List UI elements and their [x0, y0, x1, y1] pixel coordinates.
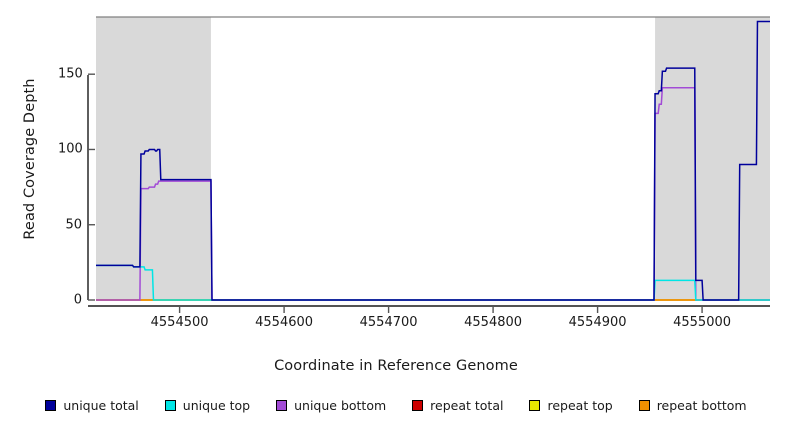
- y-tick-label-100: 100: [58, 141, 83, 157]
- legend-swatch-icon: [529, 400, 541, 411]
- legend-swatch-icon: [45, 400, 57, 411]
- x-tick-label-4554700: 4554700: [359, 315, 418, 330]
- legend-item: unique bottom: [276, 398, 386, 413]
- y-tick-label-0: 0: [73, 292, 82, 308]
- legend-swatch-icon: [164, 400, 176, 411]
- shaded-region-1: [655, 17, 770, 300]
- legend-item: repeat bottom: [638, 398, 747, 413]
- legend-item: unique top: [164, 398, 251, 413]
- legend-item-label: repeat bottom: [656, 398, 747, 413]
- y-tick-label-wrap-50: 50: [58, 217, 82, 232]
- x-tick-label-4554800: 4554800: [464, 315, 523, 330]
- legend-item-label: unique top: [182, 398, 251, 413]
- legend-swatch-icon: [412, 400, 424, 411]
- x-tick-label-4554500: 4554500: [150, 315, 209, 330]
- legend-swatch-icon: [638, 400, 650, 411]
- y-tick-label-150: 150: [58, 66, 83, 82]
- legend-item-label: unique total: [63, 398, 139, 413]
- chart-legend: unique total unique top unique bottom repea…: [0, 398, 792, 413]
- legend-item: repeat total: [412, 398, 503, 413]
- y-tick-label-50: 50: [65, 217, 82, 233]
- legend-item-label: repeat total: [430, 398, 504, 413]
- legend-item-label: unique bottom: [294, 398, 387, 413]
- legend-item: repeat top: [529, 398, 613, 413]
- y-tick-label-wrap-150: 150: [58, 66, 83, 82]
- y-tick-label-wrap-0: 0: [58, 293, 82, 308]
- y-axis-title: Read Coverage Depth: [22, 77, 38, 240]
- legend-swatch-icon: [276, 400, 288, 411]
- legend-item: unique total: [45, 398, 139, 413]
- shaded-region-0: [96, 17, 211, 300]
- series-unique-total: [96, 20, 770, 301]
- legend-item-label: repeat top: [547, 398, 613, 413]
- x-tick-label-4554600: 4554600: [255, 315, 314, 330]
- y-tick-label-wrap-100: 100: [58, 141, 83, 157]
- x-tick-label-4555000: 4555000: [673, 315, 732, 330]
- x-tick-label-4554900: 4554900: [568, 315, 627, 330]
- x-axis-title: Coordinate in Reference Genome: [274, 358, 518, 374]
